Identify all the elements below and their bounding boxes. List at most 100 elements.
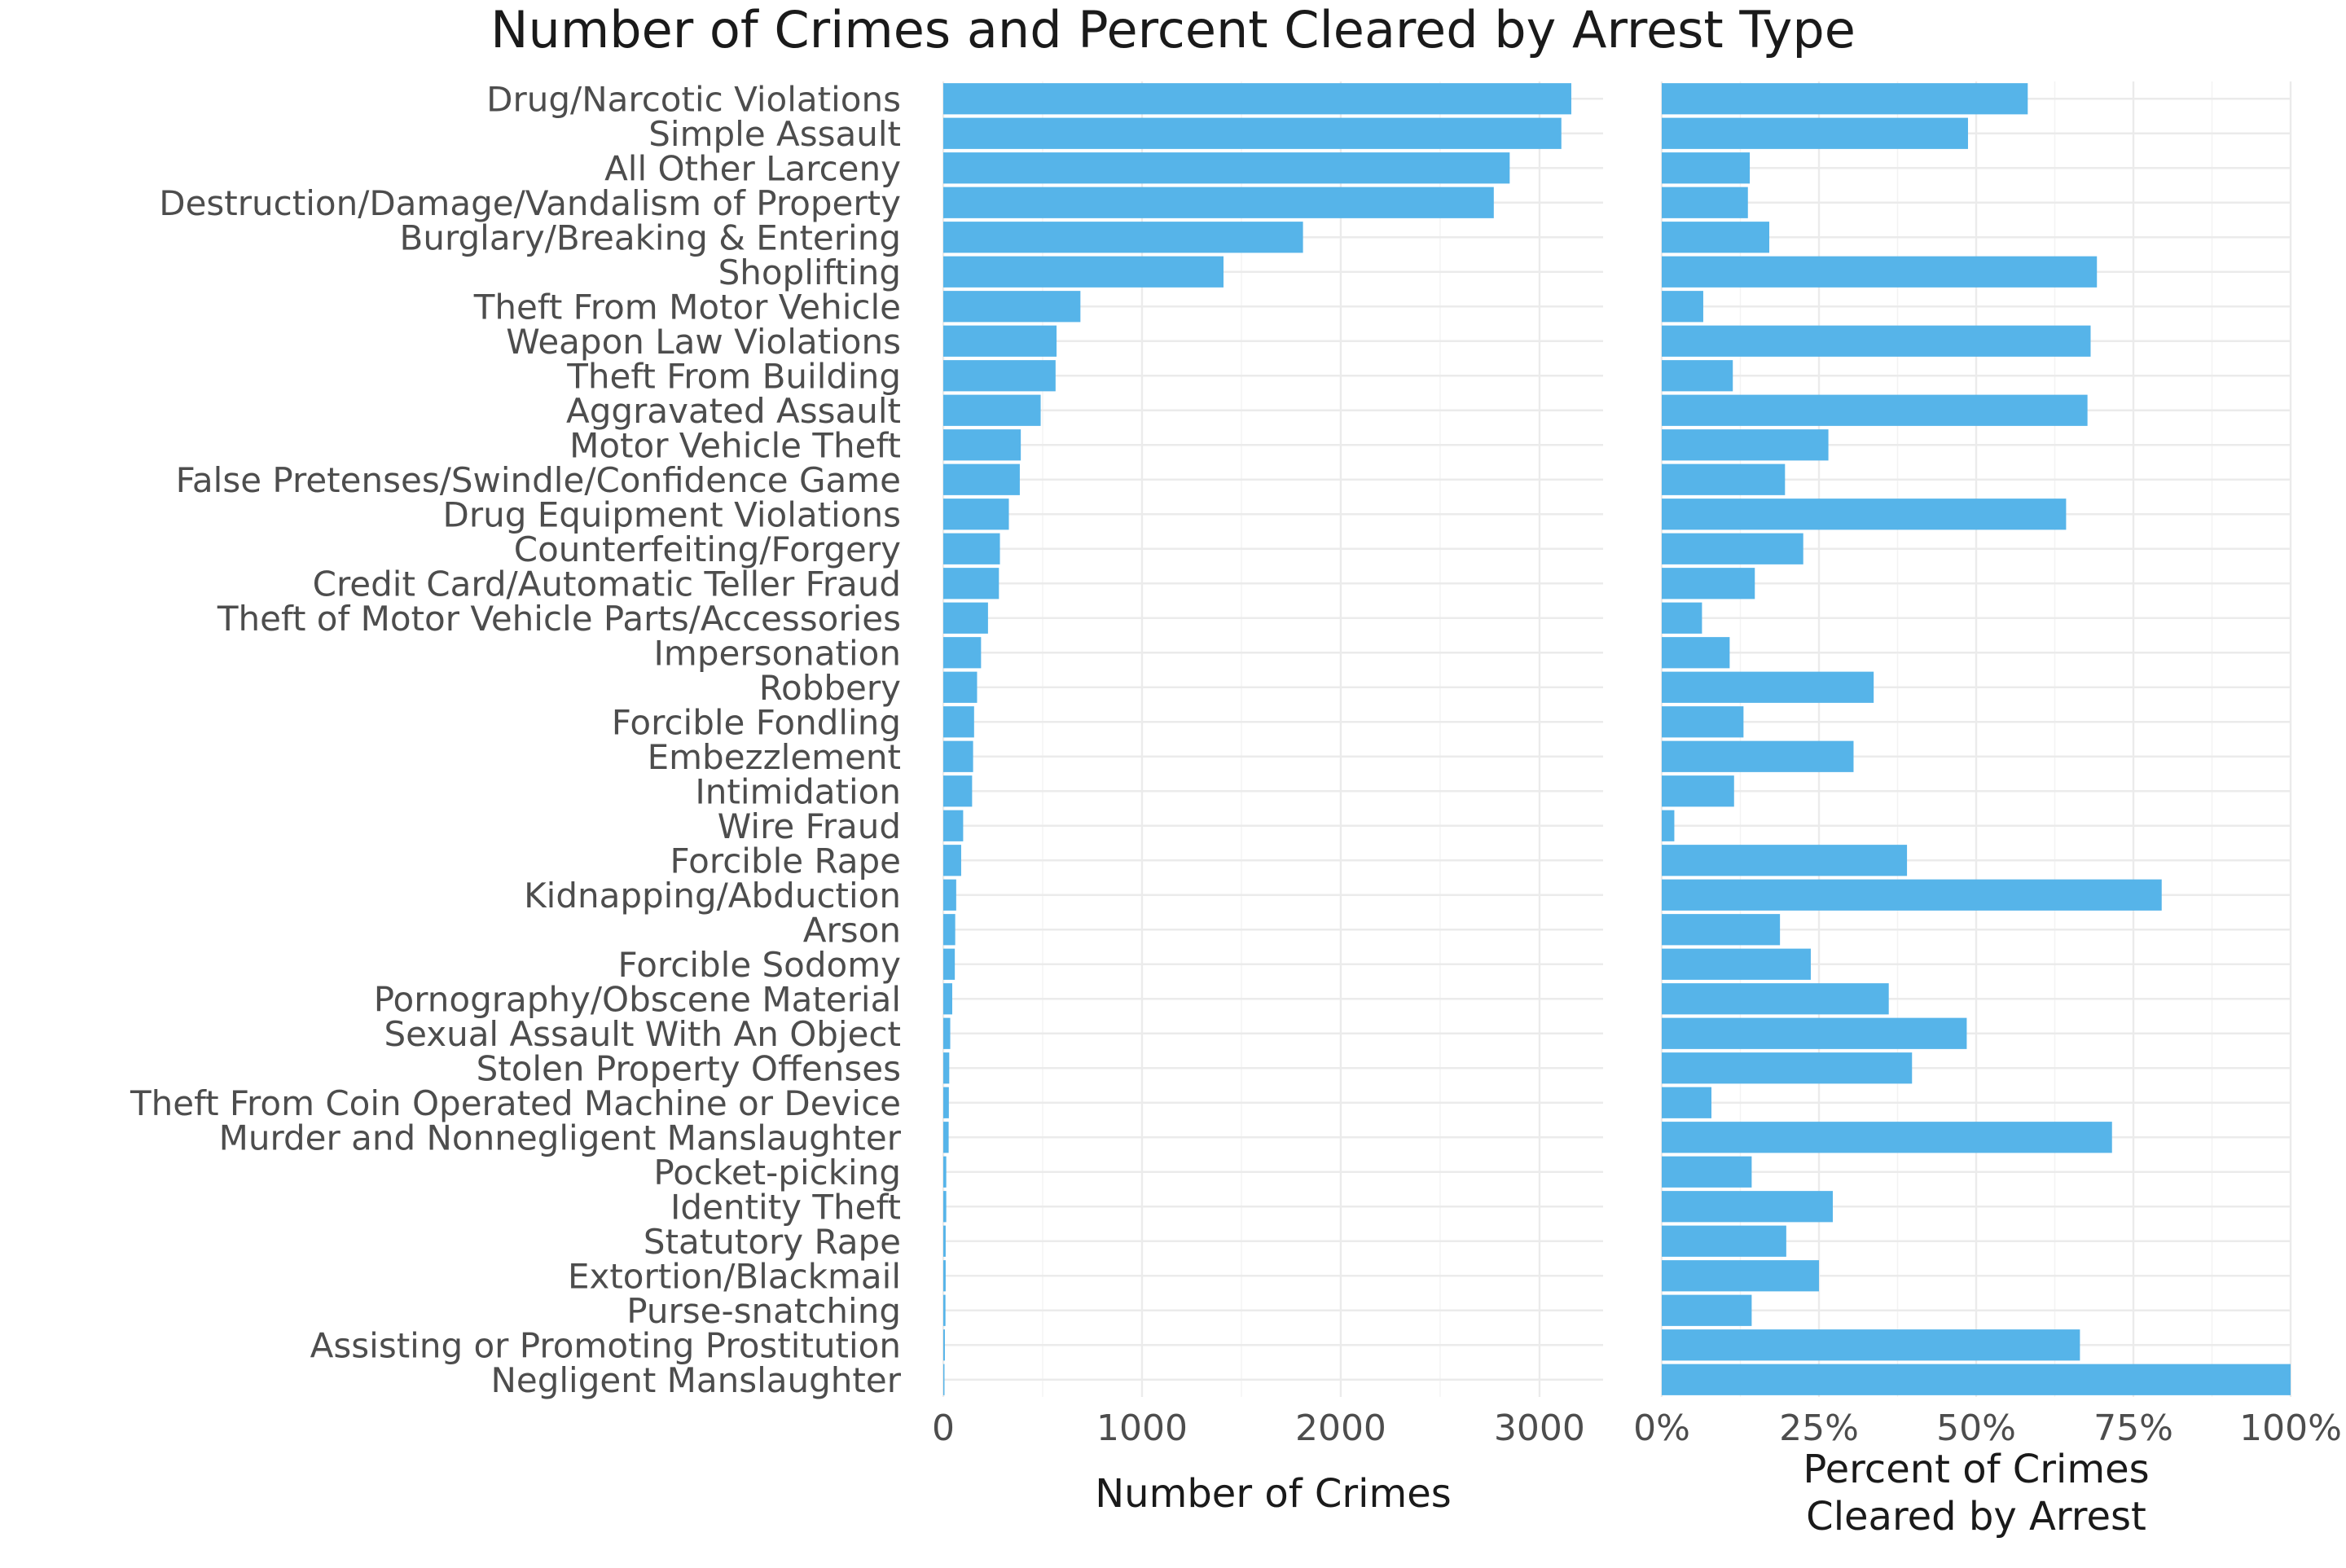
- category-label: Drug Equipment Violations: [443, 494, 902, 534]
- bar: [1662, 845, 1908, 876]
- bar: [1662, 1122, 2112, 1153]
- category-label: Pornography/Obscene Material: [374, 979, 901, 1019]
- category-label: Impersonation: [654, 633, 901, 673]
- bar: [943, 775, 973, 807]
- bar: [1662, 499, 2067, 530]
- bar: [1662, 810, 1675, 841]
- bar: [1662, 637, 1730, 669]
- bar: [1662, 463, 1786, 495]
- category-label: Purse-snatching: [626, 1291, 901, 1331]
- bar: [1662, 775, 1734, 807]
- category-label: Statutory Rape: [644, 1222, 901, 1262]
- x-tick-label: 0%: [1633, 1408, 1690, 1449]
- category-label: Destruction/Damage/Vandalism of Property: [159, 183, 901, 223]
- bar: [943, 499, 1009, 530]
- bar: [943, 845, 961, 876]
- category-label: Negligent Manslaughter: [490, 1360, 901, 1400]
- bar: [943, 1225, 946, 1257]
- bar: [943, 187, 1494, 218]
- category-label: Theft From Building: [566, 356, 901, 396]
- x-tick-label: 25%: [1779, 1408, 1859, 1449]
- bar: [1662, 187, 1748, 218]
- bar: [1662, 706, 1744, 738]
- bar: [1662, 671, 1874, 703]
- category-label: Stolen Property Offenses: [477, 1048, 901, 1088]
- x-tick-label: 1000: [1096, 1408, 1188, 1449]
- bar: [943, 1329, 945, 1361]
- bar: [1662, 1329, 2080, 1361]
- bar: [1662, 117, 1968, 149]
- bar: [943, 360, 1056, 392]
- category-label: Burglary/Breaking & Entering: [400, 217, 901, 257]
- bar: [943, 740, 973, 772]
- category-label: Theft of Motor Vehicle Parts/Accessories: [217, 599, 901, 639]
- x-tick-label: 50%: [1936, 1408, 2016, 1449]
- bar: [943, 152, 1510, 184]
- x-tick-label: 100%: [2239, 1408, 2342, 1449]
- bar: [1662, 1225, 1786, 1257]
- category-label: All Other Larceny: [604, 148, 901, 188]
- bar: [943, 1294, 946, 1326]
- chart-title: Number of Crimes and Percent Cleared by …: [490, 0, 1856, 59]
- bar: [1662, 1017, 1967, 1049]
- count-panel: 0 1000 2000 3000 Number of Crimes: [932, 81, 1603, 1517]
- category-label: Weapon Law Violations: [506, 322, 901, 362]
- bar: [943, 810, 964, 841]
- bar: [1662, 1260, 1819, 1292]
- bar: [1662, 1364, 2291, 1395]
- bar: [943, 291, 1081, 323]
- bar: [943, 1052, 950, 1084]
- bar: [1662, 291, 1703, 323]
- category-label: Motor Vehicle Theft: [569, 425, 901, 465]
- bar: [1662, 740, 1854, 772]
- bar: [943, 429, 1021, 461]
- category-label: Counterfeiting/Forgery: [514, 529, 901, 569]
- category-label: Forcible Rape: [670, 841, 901, 881]
- category-label: Theft From Coin Operated Machine or Devi…: [130, 1083, 901, 1123]
- category-label: Robbery: [759, 668, 901, 708]
- x-axis-title: Number of Crimes: [1095, 1471, 1451, 1517]
- bar: [1662, 1191, 1833, 1223]
- category-label: Intimidation: [695, 771, 901, 811]
- bar: [943, 1156, 947, 1188]
- category-label: Arson: [803, 910, 901, 950]
- bar: [1662, 1294, 1752, 1326]
- bar: [1662, 914, 1781, 946]
- bar: [943, 533, 1000, 564]
- category-label: Identity Theft: [670, 1187, 901, 1227]
- category-label: Kidnapping/Abduction: [524, 876, 901, 916]
- bar: [943, 1087, 949, 1118]
- category-label: Extortion/Blackmail: [568, 1256, 901, 1296]
- category-label: Drug/Narcotic Violations: [486, 79, 901, 119]
- bar: [1662, 256, 2098, 288]
- bar: [943, 568, 999, 600]
- bar: [1662, 83, 2028, 115]
- category-label: Forcible Fondling: [612, 702, 901, 742]
- x-tick-label: 3000: [1494, 1408, 1585, 1449]
- bar: [943, 394, 1041, 426]
- bar: [943, 983, 952, 1015]
- bar: [1662, 602, 1702, 634]
- bar: [943, 117, 1562, 149]
- bar: [943, 83, 1571, 115]
- bar: [1662, 429, 1829, 461]
- bar: [943, 602, 988, 634]
- bar: [1662, 1156, 1752, 1188]
- category-label: Forcible Sodomy: [618, 945, 901, 985]
- bar: [943, 1364, 945, 1395]
- bar: [943, 325, 1057, 357]
- bar: [943, 222, 1303, 253]
- bar: [1662, 533, 1803, 564]
- x-tick-label: 2000: [1295, 1408, 1386, 1449]
- category-label: Assisting or Promoting Prostitution: [310, 1325, 901, 1365]
- category-label: Shoplifting: [718, 253, 901, 292]
- category-label: Pocket-picking: [653, 1153, 901, 1192]
- category-label: Embezzlement: [648, 737, 901, 777]
- bar: [943, 1260, 946, 1292]
- bar: [943, 879, 956, 911]
- bar: [943, 671, 978, 703]
- bar: [1662, 948, 1811, 980]
- bar: [943, 463, 1020, 495]
